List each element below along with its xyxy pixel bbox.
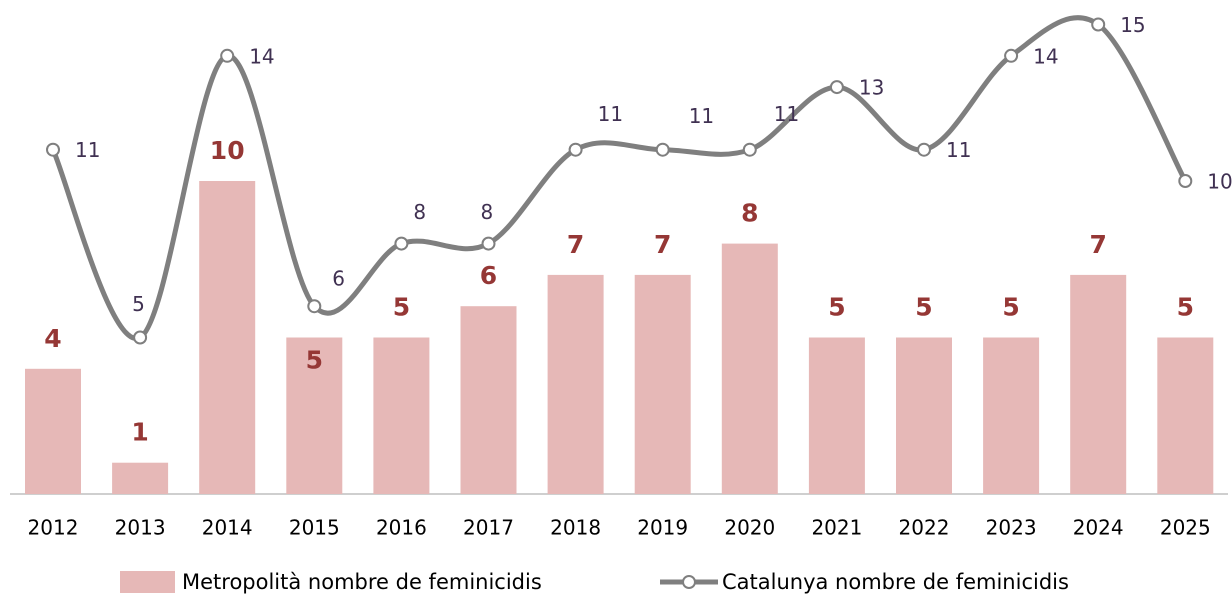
bar-label: 6 bbox=[480, 261, 497, 290]
bar bbox=[547, 274, 604, 494]
line-label: 5 bbox=[132, 292, 145, 316]
bar bbox=[112, 462, 169, 494]
bar-label: 5 bbox=[1177, 293, 1194, 322]
bar bbox=[896, 337, 952, 494]
x-tick-label: 2017 bbox=[463, 516, 514, 540]
bar-label: 8 bbox=[741, 199, 758, 228]
x-tick-label: 2025 bbox=[1160, 516, 1211, 540]
bar bbox=[373, 337, 430, 494]
line-marker bbox=[917, 142, 931, 157]
line-label: 10 bbox=[1207, 170, 1232, 194]
bar-label: 7 bbox=[567, 230, 584, 259]
line-marker bbox=[742, 142, 757, 157]
bar bbox=[634, 274, 691, 494]
bar-label: 5 bbox=[393, 293, 410, 322]
x-tick-label: 2018 bbox=[550, 516, 601, 540]
bar bbox=[1157, 337, 1214, 494]
x-tick-label: 2022 bbox=[899, 516, 950, 540]
line bbox=[50, 15, 1188, 341]
bar-label: 10 bbox=[210, 136, 245, 165]
x-tick-label: 2015 bbox=[289, 516, 340, 540]
line-marker bbox=[394, 236, 409, 251]
bar bbox=[1070, 274, 1127, 494]
line-label: 11 bbox=[75, 138, 100, 162]
x-tick-label: 2023 bbox=[986, 516, 1037, 540]
bar-label: 5 bbox=[915, 293, 932, 322]
legend-label: Catalunya nombre de feminicidis bbox=[722, 570, 1069, 594]
line-marker bbox=[481, 236, 496, 251]
bar bbox=[808, 337, 865, 494]
bar-label: 5 bbox=[306, 346, 323, 375]
line-marker bbox=[655, 142, 670, 157]
bar bbox=[460, 306, 517, 494]
bar bbox=[286, 337, 343, 494]
line-label: 15 bbox=[1120, 13, 1145, 37]
line-label: 11 bbox=[689, 104, 714, 128]
bar bbox=[25, 368, 81, 494]
line-marker bbox=[46, 142, 60, 157]
line-marker bbox=[1091, 17, 1106, 32]
legend-label: Metropolità nombre de feminicidis bbox=[182, 570, 542, 594]
bar-label: 5 bbox=[1002, 293, 1019, 322]
line-marker bbox=[568, 142, 583, 157]
bar-label: 7 bbox=[1089, 230, 1106, 259]
x-tick-label: 2014 bbox=[202, 516, 253, 540]
line-label: 11 bbox=[598, 102, 623, 126]
bar-label: 1 bbox=[131, 418, 148, 447]
bar-label: 5 bbox=[828, 293, 845, 322]
legend-swatch-bar bbox=[120, 571, 175, 593]
bar-label: 7 bbox=[654, 230, 671, 259]
line-marker bbox=[133, 330, 148, 345]
line-marker bbox=[829, 80, 844, 95]
x-tick-label: 2024 bbox=[1073, 516, 1124, 540]
line-label: 14 bbox=[249, 44, 274, 68]
bar bbox=[983, 337, 1040, 494]
x-tick-label: 2016 bbox=[376, 516, 427, 540]
line-label: 14 bbox=[1033, 44, 1058, 68]
x-tick-label: 2013 bbox=[115, 516, 166, 540]
line-marker bbox=[220, 48, 235, 63]
legend-marker bbox=[682, 575, 696, 589]
line-label: 11 bbox=[774, 102, 799, 126]
bar bbox=[721, 243, 778, 494]
line-marker bbox=[1178, 174, 1193, 188]
x-tick-label: 2012 bbox=[28, 516, 79, 540]
x-tick-label: 2019 bbox=[637, 516, 688, 540]
bar bbox=[199, 181, 256, 494]
line-marker bbox=[1004, 48, 1019, 63]
line-label: 8 bbox=[413, 200, 426, 224]
line-marker bbox=[307, 299, 322, 314]
x-tick-label: 2020 bbox=[724, 516, 775, 540]
bar-label: 4 bbox=[44, 324, 61, 353]
line-label: 6 bbox=[332, 267, 345, 291]
line-label: 8 bbox=[481, 200, 494, 224]
line-label: 11 bbox=[946, 138, 971, 162]
line-label: 13 bbox=[859, 76, 884, 100]
x-tick-label: 2021 bbox=[811, 516, 862, 540]
